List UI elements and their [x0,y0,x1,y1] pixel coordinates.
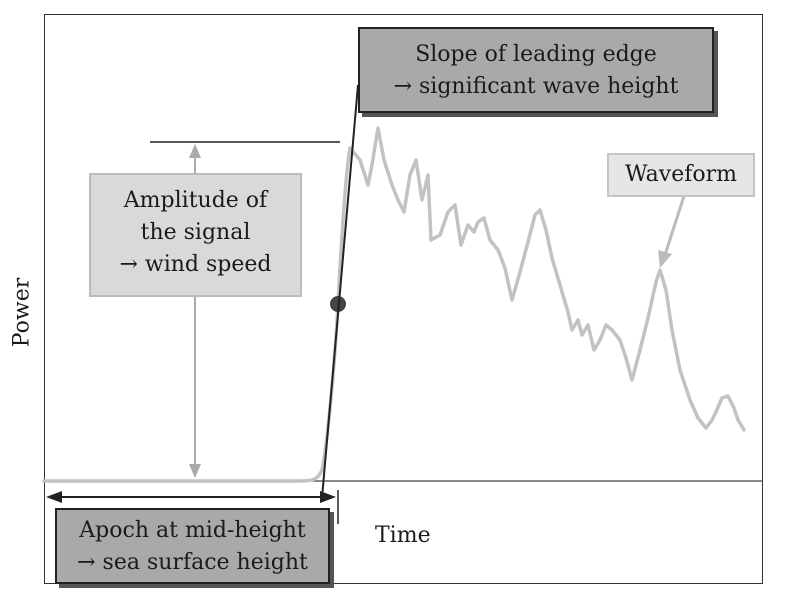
slope-annotation-line1: Slope of leading edge [415,42,657,67]
waveform-annotation-label: Waveform [624,162,738,187]
y-axis-label: Power [9,277,35,348]
epoch-annotation-line1: Apoch at mid-height [79,518,306,543]
amplitude-annotation-line1: Amplitude of [123,188,268,213]
epoch-annotation-box: Apoch at mid-height → sea surface height [55,508,330,584]
amplitude-arrow-head-up [189,144,201,158]
amplitude-annotation-line2: the signal [140,220,251,245]
epoch-arrow-head-left [46,491,62,503]
epoch-annotation-line2: → sea surface height [77,550,308,575]
slope-annotation-box: Slope of leading edge → significant wave… [358,27,714,113]
plot-frame [44,14,763,584]
amplitude-annotation-line3: → wind speed [119,252,272,277]
waveform-pointer-line [662,195,686,259]
epoch-arrow-head-right [320,491,336,503]
slope-annotation-line2: → significant wave height [393,74,679,99]
leading-edge-line [321,84,359,499]
waveform-pointer-head [658,250,672,268]
amplitude-arrow-head-down [189,464,201,478]
waveform-annotation-box: Waveform [607,153,755,197]
amplitude-annotation-box: Amplitude of the signal → wind speed [89,173,302,297]
x-axis-label: Time [375,523,431,548]
